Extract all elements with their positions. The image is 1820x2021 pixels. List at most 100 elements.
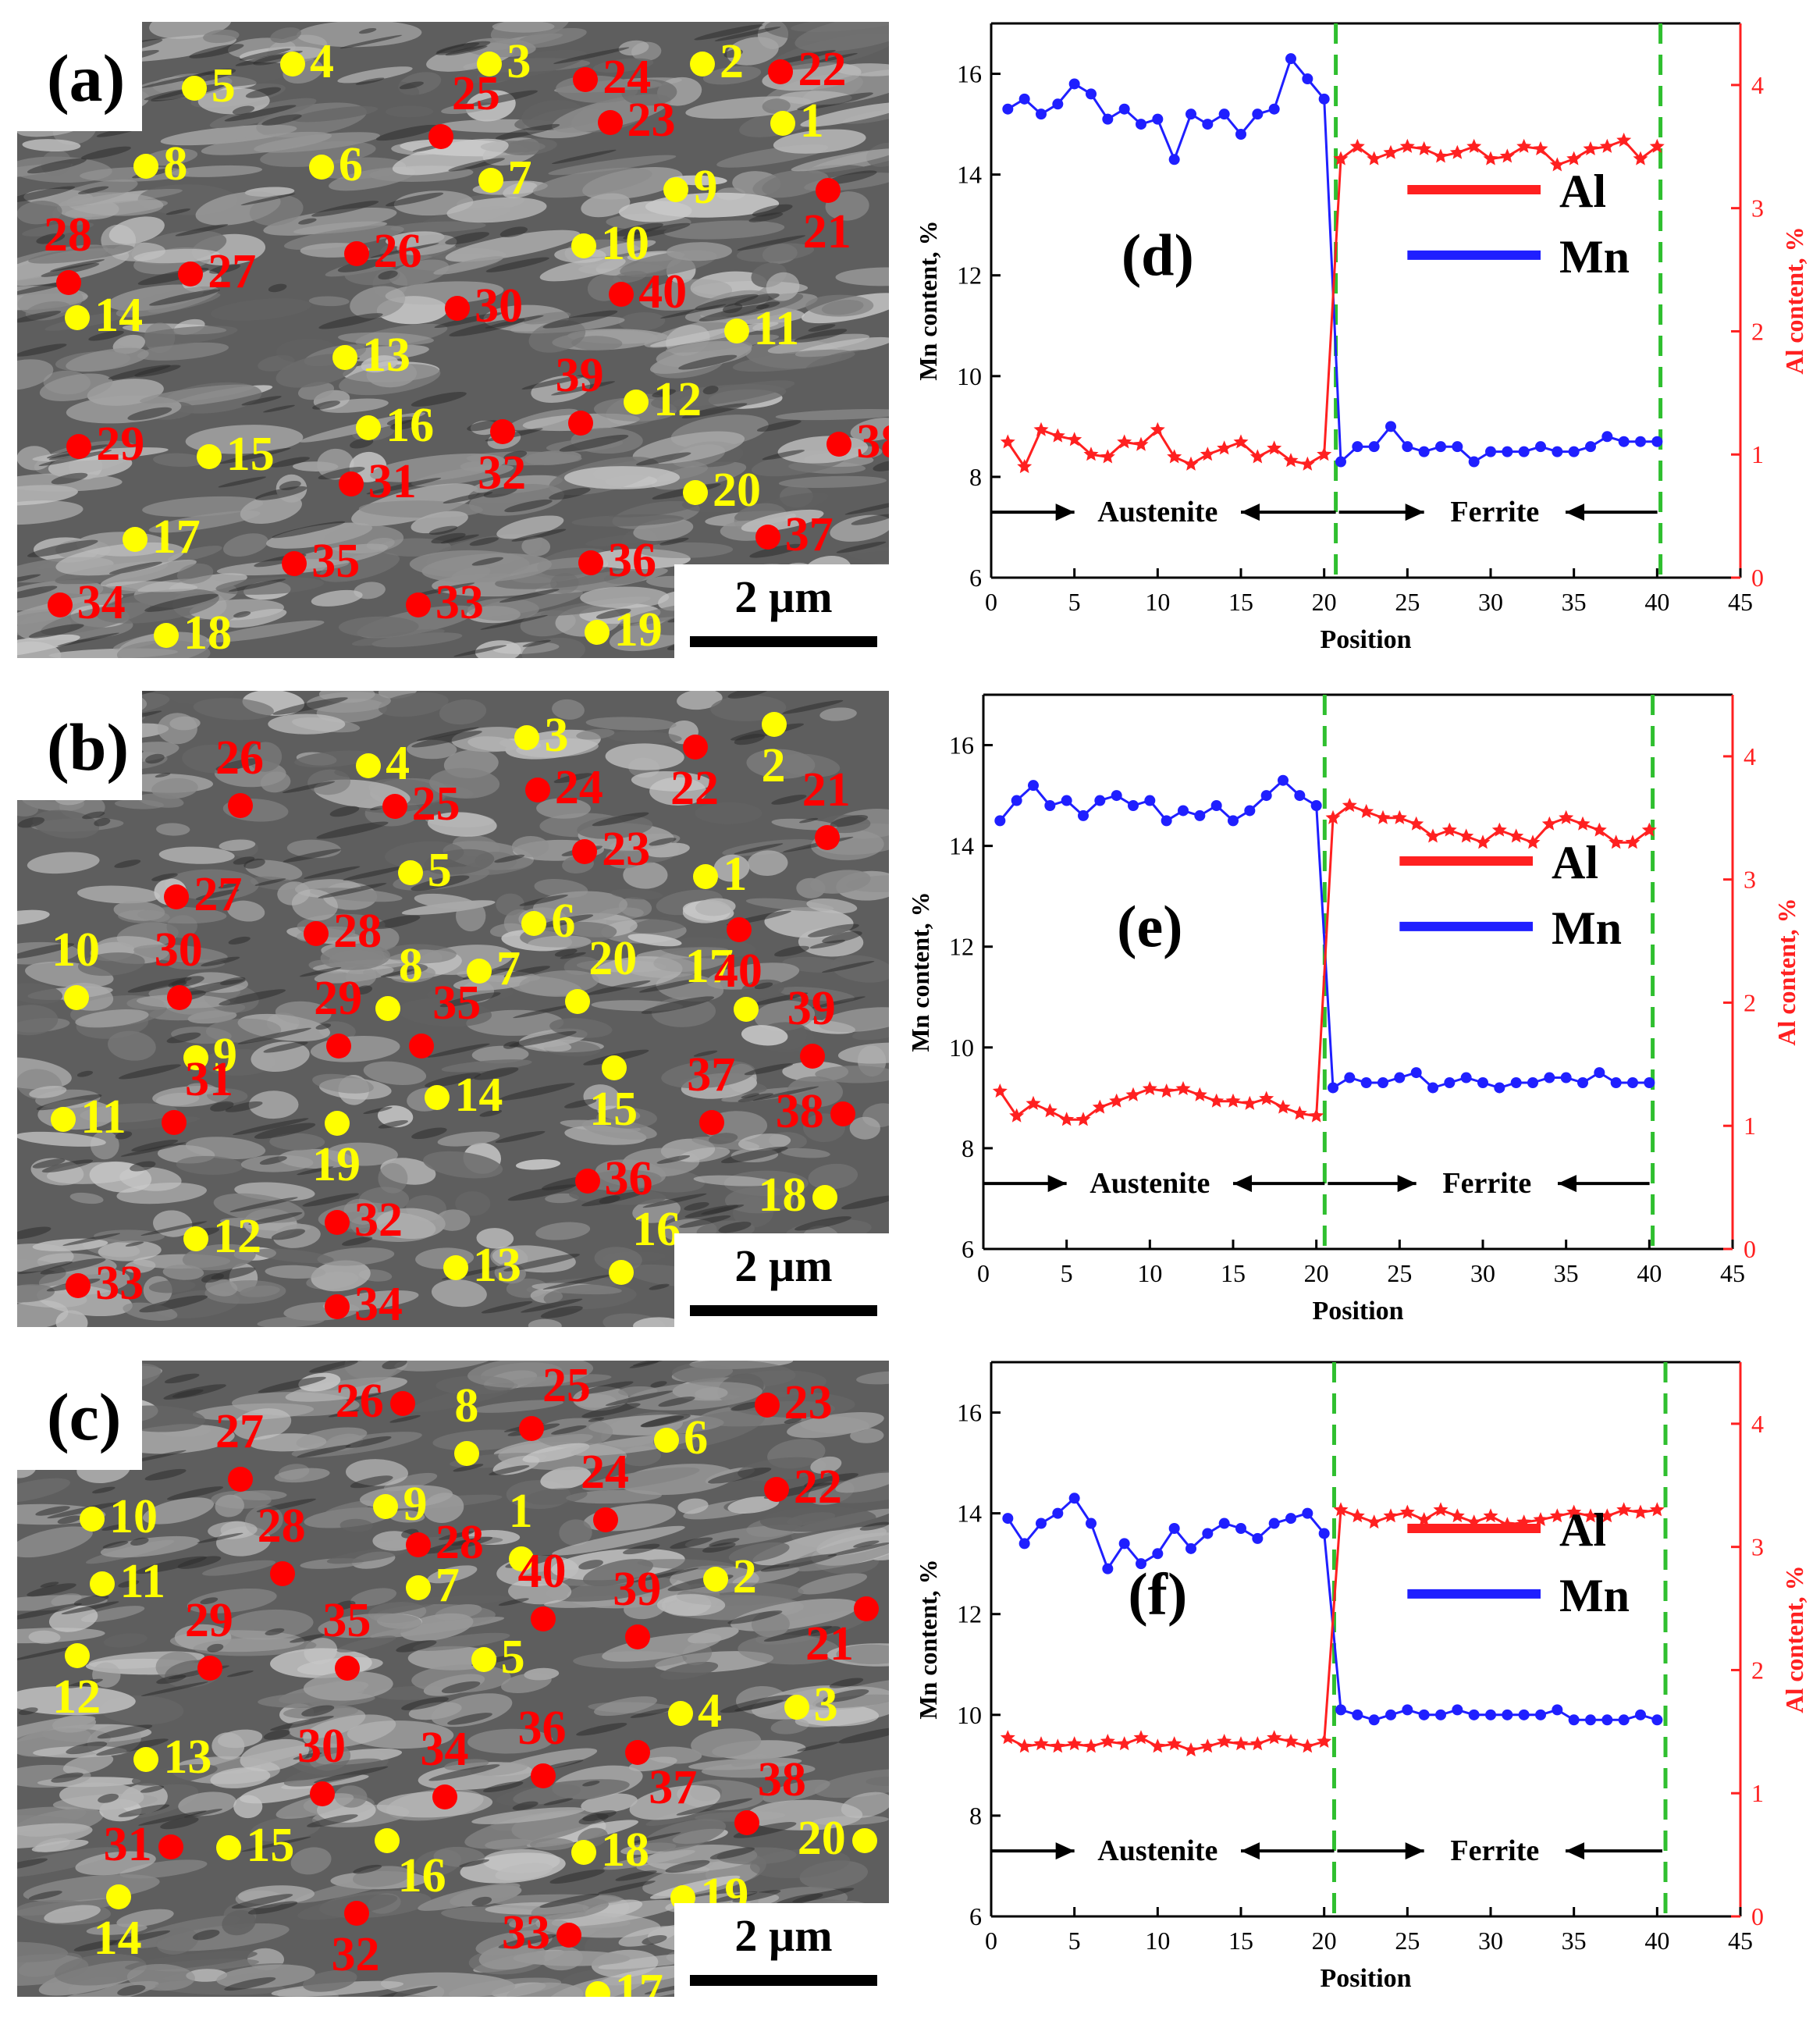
right-y-tick-label: 0 xyxy=(1744,1235,1756,1263)
line-profile-chart-f: 0 5 10 15 20 25 30 35 40 45 6 8 10 12 14 16 0 1 2 3 4 Positio… xyxy=(913,1354,1818,2010)
grain-shape xyxy=(835,1472,889,1493)
left-y-tick-label: 10 xyxy=(957,1701,982,1729)
data-point-al xyxy=(1033,1736,1049,1751)
grain-shape xyxy=(303,1671,393,1701)
data-point-mn xyxy=(1385,1709,1396,1720)
data-point-mn xyxy=(1552,446,1563,457)
point-number: 36 xyxy=(517,1702,567,1756)
data-point-al xyxy=(1417,141,1432,155)
x-tick-label: 25 xyxy=(1395,588,1420,616)
grain-boundary xyxy=(233,856,255,865)
grain-boundary xyxy=(118,1804,170,1817)
point-dot xyxy=(830,1101,855,1126)
grain-boundary xyxy=(189,44,244,59)
grain-boundary xyxy=(118,1580,140,1588)
grain-boundary xyxy=(131,1139,179,1152)
grain-shape xyxy=(732,349,855,372)
data-point-mn xyxy=(1202,119,1214,130)
grain-shape xyxy=(17,909,50,926)
grain-boundary xyxy=(18,1707,38,1715)
point-number: 32 xyxy=(354,1194,403,1247)
grain-shape xyxy=(651,384,787,411)
grain-shape xyxy=(535,1222,591,1240)
grain-shape xyxy=(632,1198,681,1223)
point-dot xyxy=(625,1624,651,1649)
grain-boundary xyxy=(255,486,307,500)
grain-boundary xyxy=(511,528,567,542)
point-number: 38 xyxy=(856,415,889,469)
grain-boundary xyxy=(256,1498,316,1513)
grain-boundary xyxy=(96,1738,169,1756)
grain-boundary xyxy=(439,1531,475,1540)
grain-shape xyxy=(798,1573,868,1595)
grain-boundary xyxy=(481,1300,533,1314)
data-point-mn xyxy=(1318,1528,1330,1539)
point-dot xyxy=(227,1466,253,1492)
grain-boundary xyxy=(730,1401,762,1411)
right-y-tick-label: 2 xyxy=(1751,317,1764,345)
data-point-mn xyxy=(1194,809,1206,821)
panel-label-a: (a) xyxy=(17,22,142,131)
grain-shape xyxy=(285,1377,407,1402)
panel-label-text: (b) xyxy=(47,710,130,785)
grain-shape xyxy=(319,552,400,582)
point-number: 16 xyxy=(632,1202,681,1256)
data-point-mn xyxy=(1185,1542,1196,1554)
grain-boundary xyxy=(375,124,439,141)
data-point-al xyxy=(1641,822,1657,837)
grain-boundary xyxy=(301,1705,335,1717)
austenite-arrow-left-head xyxy=(1241,503,1260,521)
grain-shape xyxy=(625,1382,762,1411)
grain-boundary xyxy=(399,81,424,90)
x-tick-label: 15 xyxy=(1228,588,1253,616)
grain-shape xyxy=(148,511,261,533)
point-number: 15 xyxy=(226,427,275,481)
grain-boundary xyxy=(108,561,162,575)
grain-boundary xyxy=(741,1093,760,1098)
grain-boundary xyxy=(390,419,418,430)
grain-boundary xyxy=(263,1729,290,1740)
grain-boundary xyxy=(304,866,361,879)
data-point-al xyxy=(1050,428,1065,443)
grain-shape xyxy=(583,1084,620,1111)
point-number: 15 xyxy=(246,1819,295,1873)
grain-shape xyxy=(240,1155,314,1172)
data-point-mn xyxy=(1228,815,1239,827)
x-tick-label: 20 xyxy=(1304,1259,1329,1287)
grain-shape xyxy=(202,1560,276,1576)
point-number: 13 xyxy=(163,1731,212,1784)
grain-boundary xyxy=(130,1537,149,1546)
grain-boundary xyxy=(498,1598,529,1606)
grain-boundary xyxy=(627,1832,681,1845)
data-point-al xyxy=(1267,440,1282,455)
grain-shape xyxy=(205,1278,238,1297)
scale-bar-line xyxy=(690,636,877,647)
point-number: 3 xyxy=(813,1678,838,1732)
grain-boundary xyxy=(343,866,407,881)
grain-shape xyxy=(17,983,63,1004)
right-y-tick-label: 3 xyxy=(1751,194,1764,222)
grain-boundary xyxy=(92,1486,116,1494)
grain-boundary xyxy=(17,311,62,323)
data-point-mn xyxy=(1468,1709,1480,1720)
grain-boundary xyxy=(841,1195,889,1210)
sem-micrograph-b: 1 2 3 4 5 6 7 8 9 10 11 12 13 14 15 16 17 18 19 20 21 22 23 24 2… xyxy=(17,691,889,1327)
grain-boundary xyxy=(299,966,342,977)
point-dot xyxy=(382,794,407,820)
point-number: 6 xyxy=(551,895,576,948)
grain-boundary xyxy=(709,1847,755,1859)
ferrite-label: Ferrite xyxy=(1442,1167,1531,1200)
grain-boundary xyxy=(316,821,389,839)
point-number: 21 xyxy=(802,763,851,817)
data-point-mn xyxy=(1136,1558,1146,1570)
grain-shape xyxy=(429,767,500,799)
grain-shape xyxy=(427,1565,478,1584)
grain-shape xyxy=(631,770,712,792)
data-point-mn xyxy=(1352,1709,1363,1720)
grain-boundary xyxy=(239,48,291,61)
grain-boundary xyxy=(302,1193,359,1207)
right-y-tick-label: 2 xyxy=(1751,1656,1764,1684)
point-dot xyxy=(508,1546,534,1572)
grain-shape xyxy=(623,861,668,889)
grain-boundary xyxy=(482,1781,524,1793)
